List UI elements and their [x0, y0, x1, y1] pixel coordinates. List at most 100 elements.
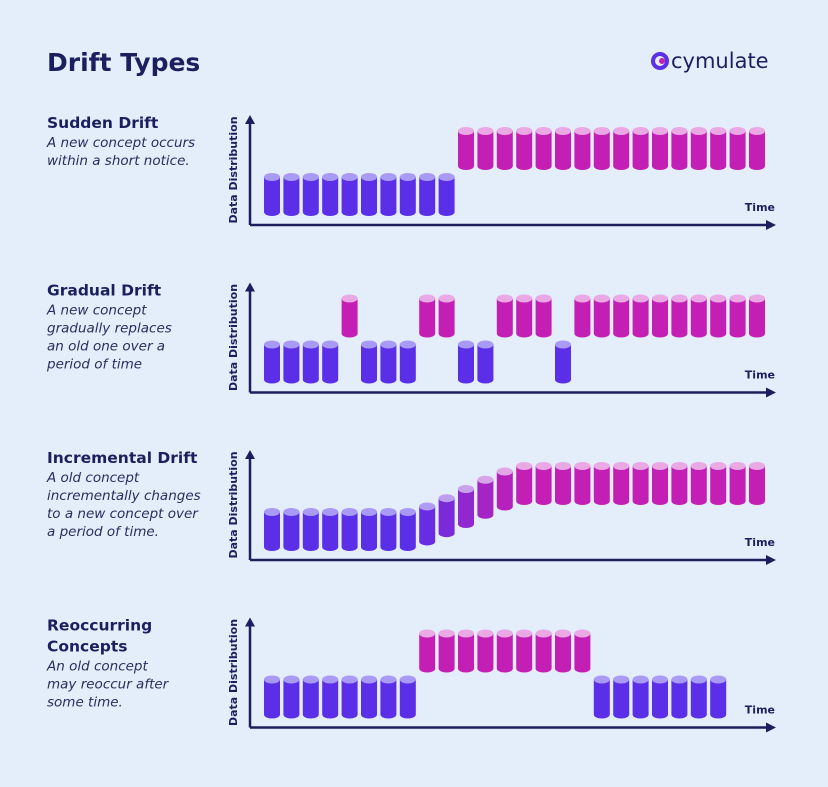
cylinder-top — [302, 508, 319, 516]
panel-description: an old one over a — [47, 339, 165, 355]
cylinder — [613, 675, 630, 719]
cylinder — [341, 508, 358, 551]
cylinder — [555, 462, 571, 505]
cylinder-body — [690, 466, 707, 505]
cylinder-top — [516, 294, 533, 303]
cylinder — [632, 127, 649, 170]
cylinder-body — [632, 131, 649, 170]
cylinder-top — [749, 294, 765, 303]
cylinder — [535, 462, 552, 505]
cylinder-top — [438, 629, 455, 638]
cylinder-body — [264, 177, 280, 216]
cylinder — [496, 467, 513, 511]
cylinder-top — [652, 462, 668, 470]
cylinder — [710, 127, 727, 170]
y-axis-label: Data Distribution — [227, 284, 240, 391]
cylinder-top — [652, 127, 668, 135]
cylinder-body — [593, 679, 610, 719]
y-axis-label: Data Distribution — [227, 116, 240, 223]
logo-icon — [651, 52, 669, 70]
cylinder-body — [361, 344, 377, 384]
cylinder-body — [283, 512, 300, 551]
cylinder-body — [477, 131, 494, 170]
cylinder — [555, 629, 571, 673]
cylinder-body — [283, 344, 300, 384]
x-axis-arrow — [766, 387, 776, 398]
panel-heading: Gradual Drift — [47, 282, 162, 300]
cylinder-body — [535, 298, 552, 338]
cylinder — [632, 675, 649, 719]
cylinder — [380, 675, 397, 719]
cylinder-top — [380, 173, 397, 181]
cylinder — [613, 462, 630, 505]
cylinder-top — [535, 462, 552, 470]
cylinder-body — [380, 177, 397, 216]
cylinder — [302, 675, 319, 719]
cylinder-body — [399, 679, 416, 719]
cylinder — [477, 629, 494, 673]
cylinder-top — [652, 294, 668, 303]
cylinder-body — [555, 466, 571, 505]
cylinder-body — [361, 177, 377, 216]
cylinder — [574, 629, 591, 673]
cylinder-top — [671, 294, 688, 303]
cylinder-top — [458, 340, 474, 349]
cylinder — [458, 485, 474, 528]
cylinder — [341, 173, 358, 216]
panel-description: An old concept — [46, 659, 148, 675]
cylinder-body — [380, 679, 397, 719]
cylinder-top — [477, 475, 494, 484]
cylinder-top — [535, 629, 552, 638]
cylinder-top — [593, 462, 610, 470]
cylinder-body — [380, 512, 397, 551]
cylinder-body — [419, 506, 436, 546]
cylinder-body — [419, 298, 436, 338]
cylinder-top — [632, 127, 649, 135]
cylinder-body — [593, 466, 610, 505]
cylinder-top — [302, 675, 319, 684]
cylinder-top — [361, 675, 377, 684]
cylinder-top — [322, 508, 339, 516]
cylinder-top — [438, 173, 455, 181]
cylinder-body — [749, 298, 765, 338]
cylinder-top — [322, 340, 339, 349]
cylinder-top — [496, 127, 513, 135]
cylinder — [729, 127, 746, 170]
cylinder-top — [593, 675, 610, 684]
cylinder — [652, 462, 668, 505]
cylinder-body — [749, 131, 765, 170]
cylinder-top — [729, 462, 746, 470]
cylinder-top — [593, 127, 610, 135]
cylinder-top — [361, 173, 377, 181]
cylinder-top — [516, 629, 533, 638]
cylinder-body — [516, 131, 533, 170]
panel-heading: Sudden Drift — [47, 114, 159, 132]
cylinder — [264, 173, 280, 216]
cylinder-top — [341, 675, 358, 684]
cylinder-body — [458, 344, 474, 384]
cylinder-top — [496, 294, 513, 303]
cylinder-body — [729, 466, 746, 505]
cylinder-top — [710, 127, 727, 135]
panel: Incremental Drift A old concept incrementa… — [46, 449, 776, 565]
cylinder-body — [496, 131, 513, 170]
cylinder — [690, 675, 707, 719]
cylinder-body — [380, 344, 397, 384]
cylinder — [361, 508, 377, 551]
cylinder — [690, 294, 707, 338]
y-axis-label: Data Distribution — [227, 619, 240, 726]
cylinder-body — [399, 512, 416, 551]
cylinder — [264, 508, 280, 551]
cylinder-top — [632, 294, 649, 303]
cylinder-body — [458, 489, 474, 528]
x-axis-arrow — [766, 220, 776, 230]
panel-heading: Concepts — [47, 638, 128, 656]
cylinder — [438, 494, 455, 538]
cylinder — [380, 173, 397, 216]
cylinder-body — [535, 466, 552, 505]
cylinder-top — [710, 462, 727, 470]
panel-description: within a short notice. — [47, 153, 190, 169]
cylinder — [729, 462, 746, 505]
cylinder — [458, 127, 474, 170]
panel-description: to a new concept over — [47, 506, 199, 522]
